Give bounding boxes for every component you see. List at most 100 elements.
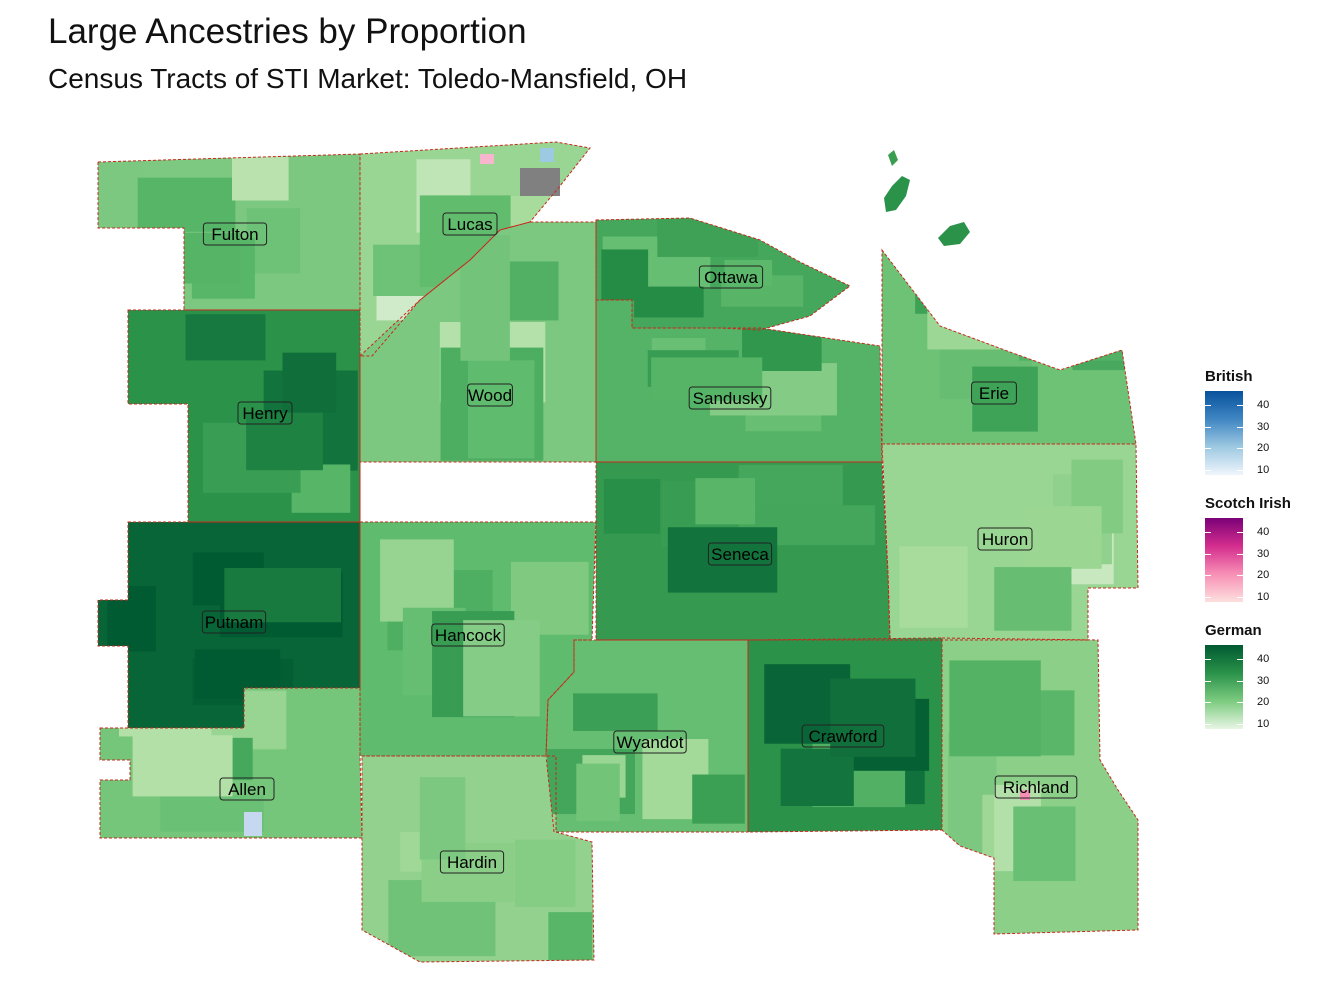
tract <box>915 276 1013 314</box>
tract <box>1023 506 1102 569</box>
svg-text:Seneca: Seneca <box>711 545 769 564</box>
tract <box>107 586 156 652</box>
legend-colorbar <box>1205 645 1243 729</box>
tract <box>830 678 916 757</box>
tract <box>634 286 704 318</box>
tract <box>603 479 661 534</box>
map-title: Large Ancestries by Proportion <box>48 12 527 51</box>
svg-text:Lucas: Lucas <box>447 215 492 234</box>
county-border-wood <box>359 221 597 522</box>
svg-text:Allen: Allen <box>228 780 266 799</box>
legend-tick-label: 40 <box>1257 399 1270 411</box>
legend-tick-label: 10 <box>1257 464 1270 476</box>
county-label-crawford: Crawford <box>801 724 885 748</box>
tracts-hardin <box>388 777 593 962</box>
no-data-tracts <box>520 168 560 196</box>
tract <box>695 478 756 525</box>
tract <box>548 912 593 962</box>
legend-tick-label: 10 <box>1257 718 1270 730</box>
tract <box>780 748 854 806</box>
map-subtitle: Census Tracts of STI Market: Toledo-Mans… <box>48 63 688 94</box>
legend-tick-label: 20 <box>1257 696 1270 708</box>
county-label-fulton: Fulton <box>202 222 268 246</box>
tracts-sandusky <box>647 304 837 432</box>
county-label-hardin: Hardin <box>439 850 505 874</box>
county-border-richland <box>941 637 1139 935</box>
legend-scotch-irish: Scotch Irish 40 30 20 10 <box>1205 495 1325 615</box>
tracts-richland <box>948 660 1076 882</box>
tract <box>692 774 745 824</box>
tract <box>419 777 466 860</box>
legend-tick-label: 10 <box>1257 591 1270 603</box>
county-label-erie: Erie <box>971 381 1017 405</box>
svg-text:Erie: Erie <box>979 384 1009 403</box>
county-label-wood: Wood <box>467 383 513 407</box>
svg-text:Wood: Wood <box>468 386 512 405</box>
tract <box>132 735 233 797</box>
tracts-crawford <box>764 664 930 808</box>
legend-title: British <box>1205 368 1253 385</box>
tract <box>651 357 763 401</box>
svg-text:Putnam: Putnam <box>205 613 264 632</box>
svg-text:Huron: Huron <box>982 530 1028 549</box>
scotch-irish-tracts-richland <box>1020 790 1030 800</box>
legend-title: German <box>1205 622 1262 639</box>
svg-text:Hancock: Hancock <box>435 626 502 645</box>
legend-title: Scotch Irish <box>1205 495 1291 512</box>
county-border-allen <box>99 687 363 839</box>
tracts-huron <box>899 459 1123 631</box>
legend-colorbar <box>1205 391 1243 475</box>
legend-tick-label: 30 <box>1257 421 1270 433</box>
legend-tick-label: 40 <box>1257 526 1270 538</box>
svg-text:Richland: Richland <box>1003 778 1069 797</box>
tract <box>231 156 289 201</box>
tract <box>291 464 351 513</box>
tract <box>467 360 535 459</box>
county-label-ottawa: Ottawa <box>698 265 764 289</box>
tract <box>576 763 620 822</box>
tracts-henry <box>185 314 358 513</box>
legend-tick-label: 30 <box>1257 548 1270 560</box>
svg-text:Crawford: Crawford <box>809 727 878 746</box>
county-label-sandusky: Sandusky <box>688 386 772 410</box>
legend-german: German 40 30 20 10 <box>1205 622 1325 742</box>
tract <box>463 620 540 717</box>
legend-british: British 40 30 20 10 <box>1205 368 1325 488</box>
tract <box>667 527 778 593</box>
tract <box>724 260 773 286</box>
county-label-richland: Richland <box>994 775 1078 799</box>
tract <box>246 412 323 471</box>
legend-tick-label: 20 <box>1257 569 1270 581</box>
county-label-putnam: Putnam <box>201 610 267 634</box>
tracts-ottawa <box>601 218 804 318</box>
county-label-henry: Henry <box>237 401 293 425</box>
british-tracts-lucas <box>540 148 554 162</box>
svg-text:Fulton: Fulton <box>211 225 258 244</box>
county-label-allen: Allen <box>219 777 275 801</box>
county-label-hancock: Hancock <box>431 623 505 647</box>
svg-text:Ottawa: Ottawa <box>704 268 758 287</box>
svg-text:Wyandot: Wyandot <box>617 733 684 752</box>
tracts-hancock <box>380 539 589 718</box>
legend-tick-label: 20 <box>1257 442 1270 454</box>
tract <box>224 567 342 623</box>
tract <box>572 693 658 731</box>
county-border-lucas <box>359 141 591 357</box>
british-tracts-allen <box>244 812 262 836</box>
svg-text:Henry: Henry <box>242 404 288 423</box>
county-label-wyandot: Wyandot <box>613 730 687 754</box>
tract <box>1013 806 1076 882</box>
tract <box>515 839 576 907</box>
tract <box>994 567 1072 631</box>
lake-erie-shore <box>884 150 970 246</box>
legend-colorbar <box>1205 518 1243 602</box>
county-border-hardin <box>361 755 595 963</box>
county-label-seneca: Seneca <box>707 542 773 566</box>
scotch-irish-tracts-lucas <box>480 154 494 164</box>
tract <box>1018 278 1134 361</box>
tracts-wood <box>439 234 559 496</box>
svg-text:Hardin: Hardin <box>447 853 497 872</box>
tract <box>899 546 968 628</box>
legend-tick-label: 30 <box>1257 675 1270 687</box>
